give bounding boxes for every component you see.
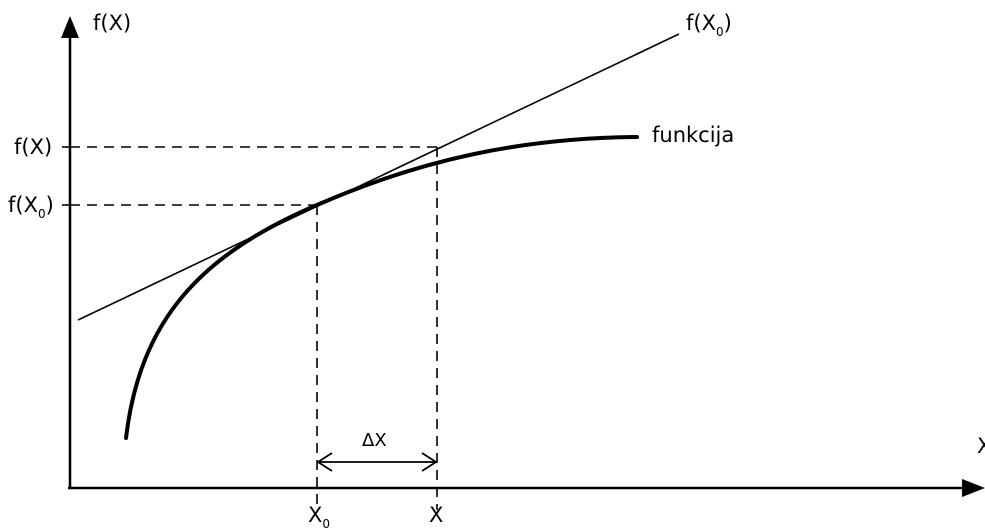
delta-x-arrow-right-head — [421, 452, 438, 472]
tangent-label: f(X0) — [686, 11, 732, 39]
fx0-label: f(X0) — [8, 193, 54, 221]
delta-x-arrow-left-head — [316, 452, 333, 472]
y-axis-label: f(X) — [93, 11, 131, 35]
delta-x-label: ΔX — [362, 430, 387, 451]
x0-label: X0 — [308, 503, 330, 530]
function-curve — [124, 135, 639, 440]
tangent-line — [77, 33, 680, 321]
y-axis-arrowhead — [61, 16, 79, 38]
curve-label: funkcija — [652, 123, 734, 147]
fx-label: f(X) — [14, 135, 52, 159]
x-axis-label: X — [977, 434, 985, 458]
x-axis-arrowhead — [962, 479, 985, 497]
x-label: X — [429, 503, 443, 527]
